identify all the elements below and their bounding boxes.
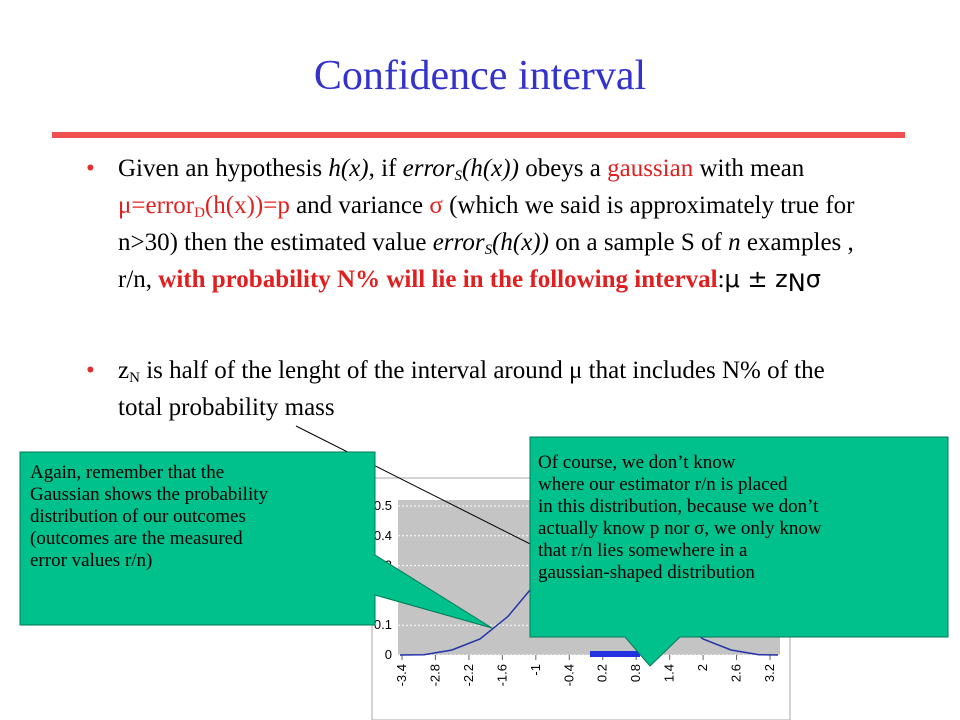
x-tick-label: 3.2 — [762, 664, 777, 682]
y-tick-label: 0 — [385, 647, 392, 662]
slide-title: Confidence interval — [313, 53, 647, 99]
callout-line: distribution of our outcomes — [30, 506, 246, 527]
x-tick-label: 1.4 — [662, 664, 677, 682]
x-tick-label: -2.2 — [461, 664, 476, 686]
callout-shape — [529, 436, 949, 667]
x-tick-label: -1.6 — [494, 664, 509, 686]
pointer-line — [295, 425, 567, 563]
callout-line: error values r/n) — [30, 550, 153, 571]
x-tick-label: 0.2 — [595, 664, 610, 682]
callout-line: that r/n lies somewhere in a — [538, 540, 748, 561]
x-tick-label: -0.4 — [561, 664, 576, 686]
x-tick-label: 2.6 — [729, 664, 744, 682]
bullet: zN is half of the lenght of the interval… — [86, 352, 866, 426]
callout-line: Again, remember that the — [30, 462, 225, 483]
callout-line: actually know p nor σ, we only know — [538, 518, 822, 539]
callout-line: Gaussian shows the probability — [30, 484, 269, 505]
x-tick-label: -2.8 — [427, 664, 442, 686]
x-tick-label: 2 — [695, 664, 710, 671]
callout: Of course, we don’t know where our estima… — [538, 452, 822, 584]
callout-line: Of course, we don’t know — [538, 452, 736, 473]
callout-line: (outcomes are the measured — [30, 528, 243, 549]
callout: Again, remember that the Gaussian shows t… — [30, 462, 268, 572]
callout-shape — [19, 451, 493, 629]
x-tick-label: -3.4 — [394, 664, 409, 686]
y-tick-label: 0.4 — [374, 528, 392, 543]
interval-bar — [590, 651, 640, 657]
x-tick-label: -1 — [528, 664, 543, 676]
y-tick-label: 0.1 — [374, 617, 392, 632]
callout-line: gaussian-shaped distribution — [538, 562, 755, 583]
callout-line: where our estimator r/n is placed — [538, 474, 788, 495]
bullet: Given an hypothesis h(x), if errorS(h(x)… — [86, 150, 866, 298]
callout-line: in this distribution, because we don’t — [538, 496, 819, 517]
y-tick-label: 0.5 — [374, 498, 392, 513]
x-tick-label: 0.8 — [628, 664, 643, 682]
